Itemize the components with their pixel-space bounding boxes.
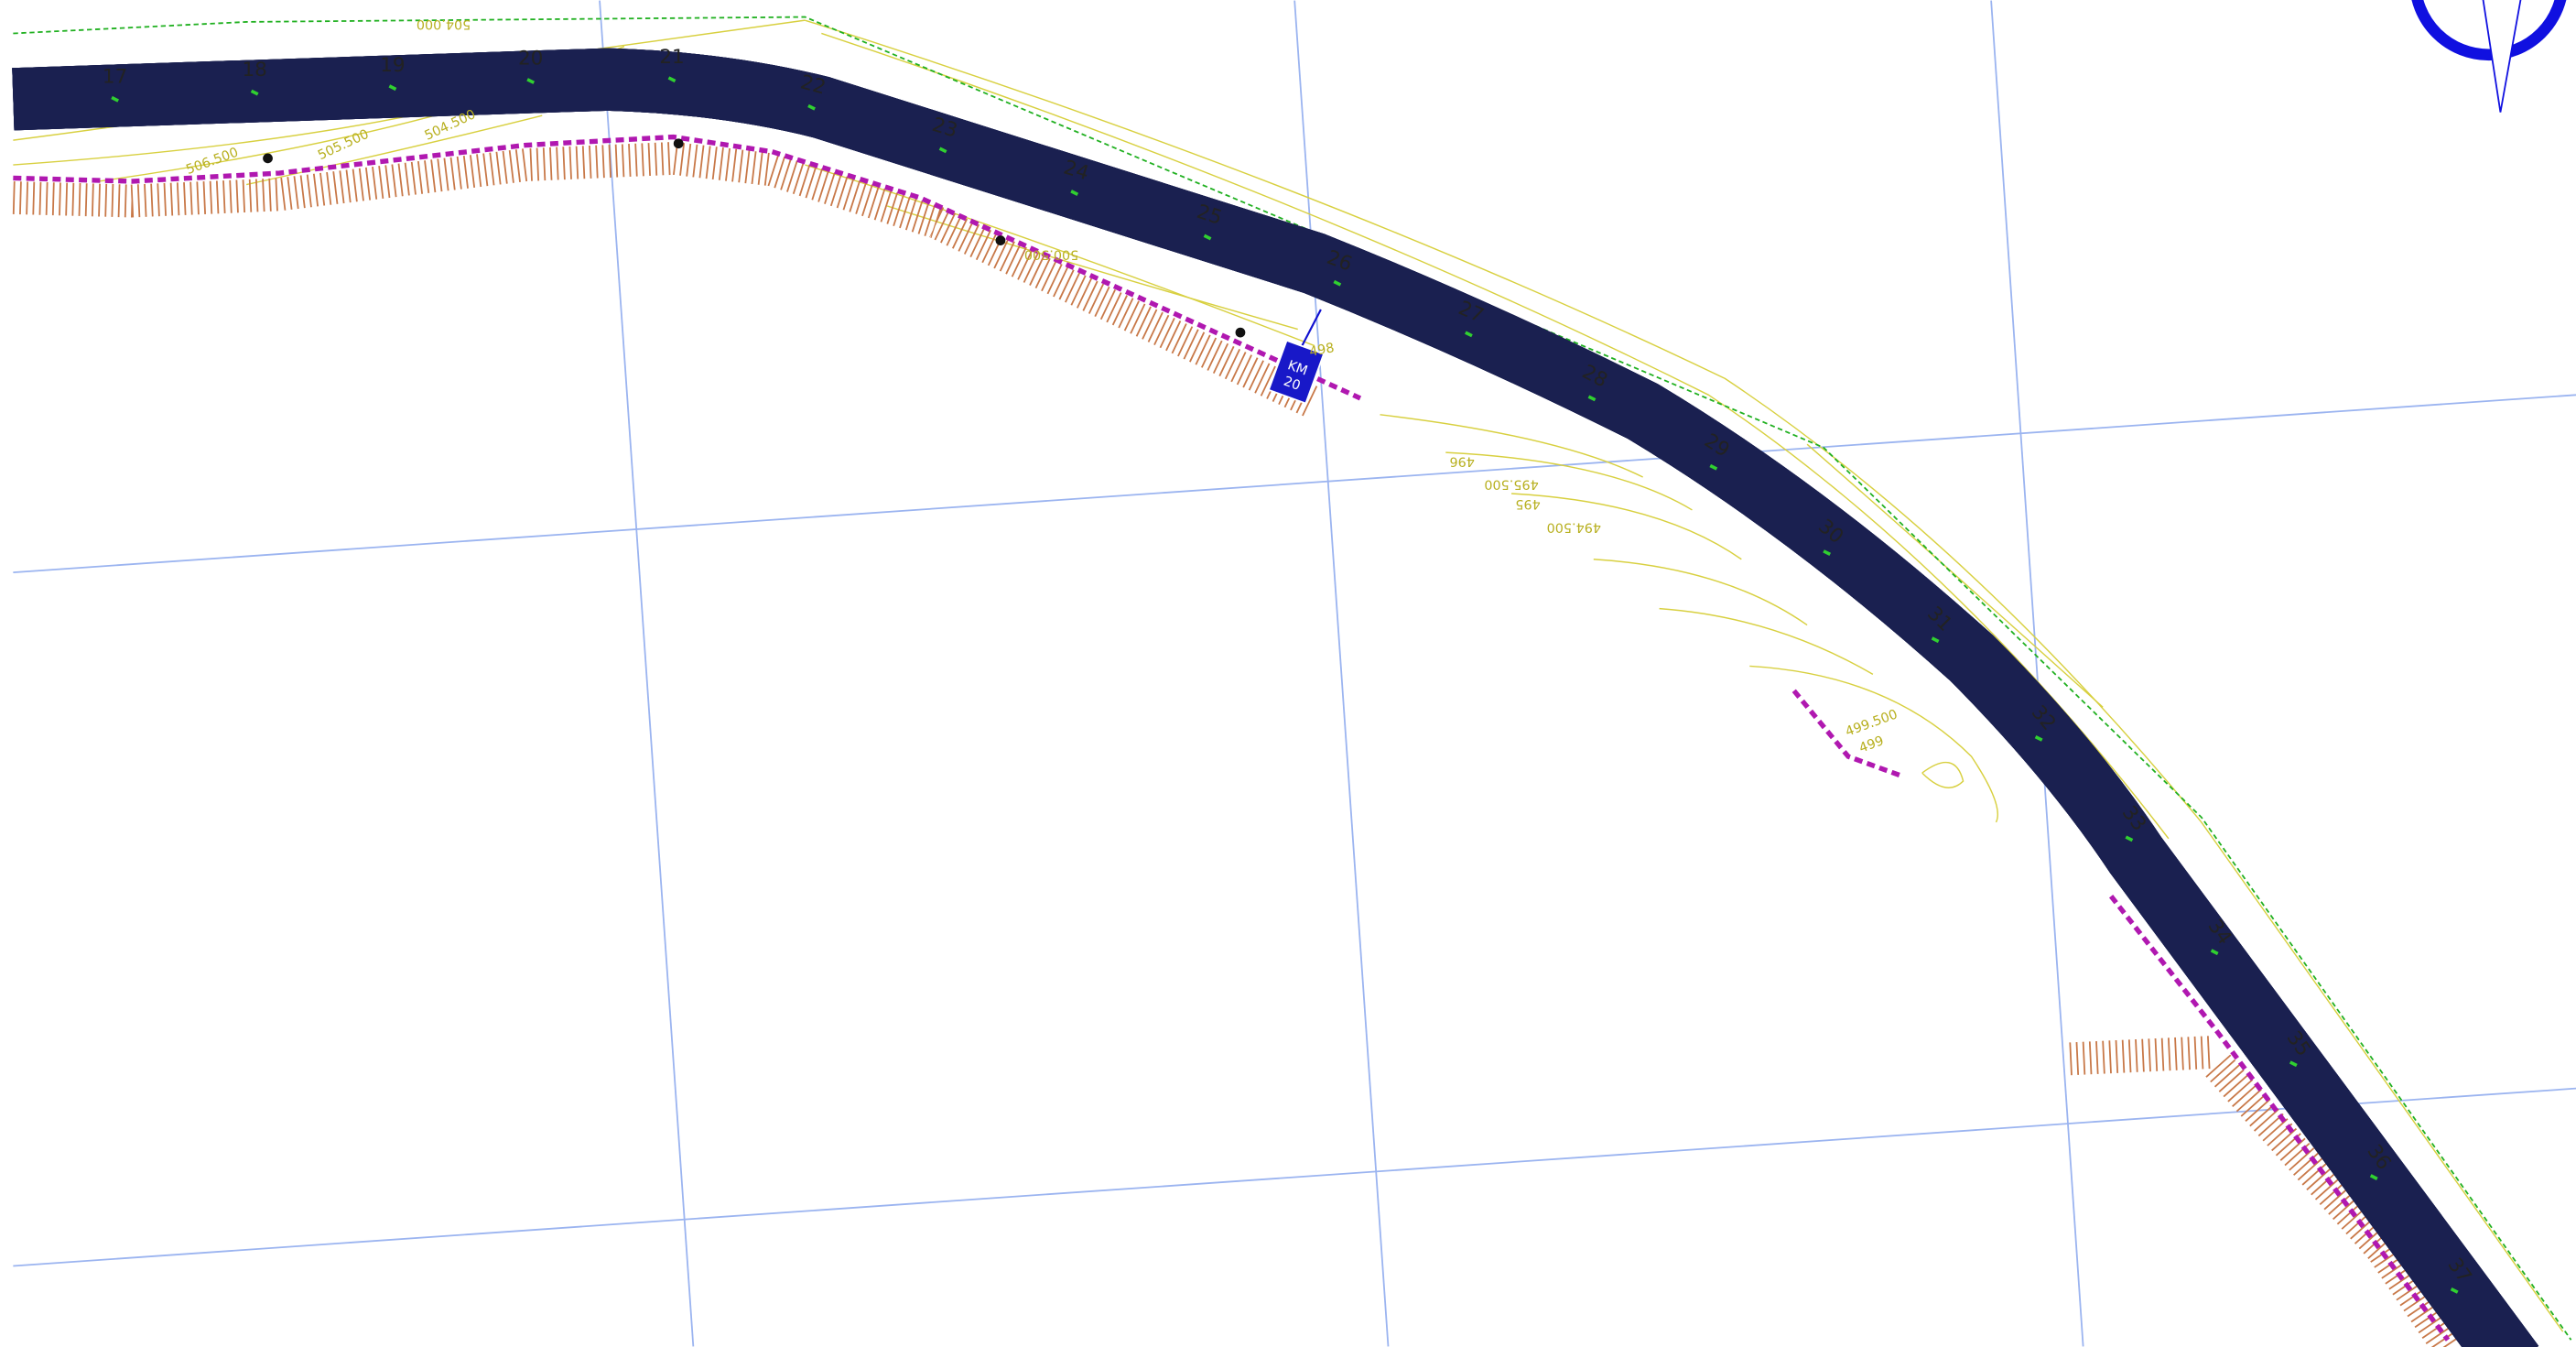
station-tick [2369, 1174, 2378, 1180]
station-tick [2289, 1060, 2298, 1068]
station-label: 19 [380, 54, 405, 77]
contour-label: 499 [1857, 733, 1886, 755]
survey-point [673, 138, 684, 149]
right-of-way [13, 16, 2572, 1341]
station-label: 21 [659, 46, 684, 69]
north-arrow [2411, 0, 2567, 113]
road [13, 48, 2513, 1347]
contour-label: 504.000 [417, 16, 471, 31]
contour-label: 500.500 [1024, 246, 1078, 261]
contour-label: 495.500 [1484, 477, 1538, 492]
contour-label: 498 [1308, 341, 1336, 360]
station-tick [250, 89, 259, 96]
survey-point [995, 235, 1006, 245]
station-tick [111, 95, 120, 103]
edge-lines [13, 134, 2451, 1342]
station-tick [2210, 949, 2219, 956]
contour-label: 494.500 [1547, 519, 1601, 534]
station-tick [2034, 734, 2043, 742]
station-tick [526, 78, 536, 84]
contour-label: 506.500 [184, 146, 240, 178]
station-tick [1203, 234, 1212, 241]
survey-point [1235, 327, 1246, 338]
contour-label: 495 [1515, 496, 1540, 511]
station-tick [1070, 190, 1079, 196]
survey-grid [13, 0, 2576, 1347]
station-tick [1465, 331, 1473, 338]
station-tick [1587, 395, 1596, 402]
station-tick [388, 84, 397, 92]
station-label: 17 [103, 65, 127, 88]
survey-point [263, 153, 273, 164]
station-tick [1709, 463, 1718, 471]
station-tick [1931, 636, 1940, 644]
sign-text: KM [1285, 358, 1309, 378]
station-label: 18 [242, 59, 266, 81]
sign-text: 20 [1282, 375, 1303, 394]
station-label: 20 [518, 48, 543, 71]
contours [13, 19, 2564, 1332]
station-tick [1333, 279, 1342, 287]
contour-label: 499.500 [1844, 707, 1900, 739]
station-tick [2125, 835, 2134, 842]
station-tick [1823, 549, 1832, 556]
station-tick [2450, 1287, 2459, 1294]
station-tick [807, 103, 816, 111]
contour-label: 496 [1450, 454, 1475, 469]
km-sign: KM 20 [1267, 309, 1326, 405]
station-tick [667, 76, 676, 83]
station-tick [938, 147, 947, 154]
